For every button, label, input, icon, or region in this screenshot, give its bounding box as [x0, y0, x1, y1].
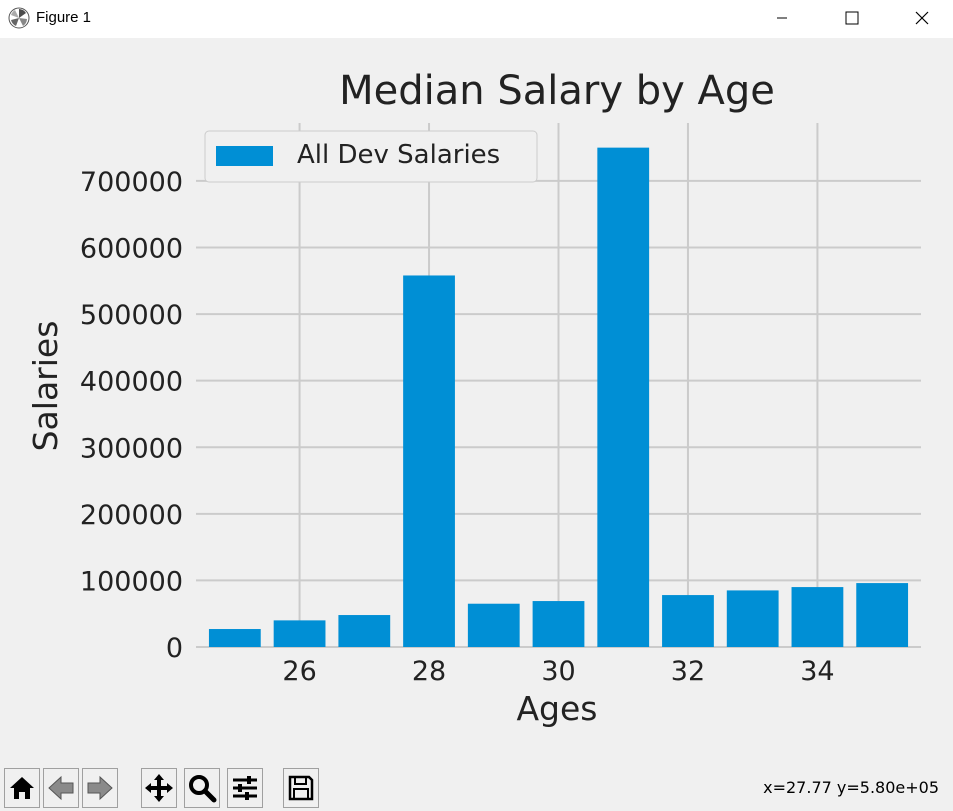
window-title: Figure 1 — [36, 9, 92, 26]
close-button[interactable] — [899, 0, 945, 36]
bar — [597, 147, 650, 647]
home-icon — [10, 777, 34, 799]
tick-labels: 0 100000 200000 300000 400000 500000 600000 700… — [80, 167, 835, 687]
home-button[interactable] — [4, 768, 40, 808]
chart-title: Median Salary by Age — [339, 68, 775, 114]
configure-icon — [233, 776, 257, 800]
y-tick-label: 0 — [166, 633, 183, 664]
pan-icon — [145, 774, 173, 802]
legend: All Dev Salaries — [204, 130, 538, 183]
figure-canvas[interactable]: 0 100000 200000 300000 400000 500000 600000 700… — [0, 38, 953, 764]
legend-label: All Dev Salaries — [297, 140, 500, 170]
bar — [726, 590, 779, 647]
pan-button[interactable] — [141, 768, 177, 808]
minimize-button[interactable] — [759, 0, 805, 36]
x-tick-label: 28 — [412, 656, 446, 687]
x-tick-label: 34 — [800, 656, 834, 687]
y-tick-label: 700000 — [80, 167, 183, 198]
y-tick-label: 400000 — [80, 367, 183, 398]
grid — [196, 123, 921, 648]
y-tick-label: 300000 — [80, 433, 183, 464]
close-icon — [915, 11, 929, 25]
maximize-icon — [845, 11, 859, 25]
legend-swatch — [216, 146, 273, 166]
bar — [532, 601, 585, 647]
bar — [662, 595, 714, 647]
save-icon — [288, 775, 314, 801]
maximize-button[interactable] — [829, 0, 875, 36]
y-tick-label: 600000 — [80, 234, 183, 265]
y-tick-label: 100000 — [80, 566, 183, 597]
bar — [273, 620, 326, 647]
title-bar: Figure 1 — [0, 0, 953, 38]
save-button[interactable] — [283, 768, 319, 808]
bar — [208, 629, 261, 647]
bar — [856, 583, 909, 647]
x-axis-label: Ages — [516, 689, 597, 728]
y-tick-label: 500000 — [80, 300, 183, 331]
y-axis-label: Salaries — [26, 321, 65, 452]
x-tick-label: 32 — [671, 656, 705, 687]
x-tick-label: 26 — [282, 656, 316, 687]
bar — [338, 615, 391, 647]
configure-button[interactable] — [227, 768, 263, 808]
back-icon — [48, 775, 74, 801]
y-tick-label: 200000 — [80, 500, 183, 531]
legend-frame — [204, 130, 538, 183]
bar — [467, 603, 520, 647]
bar-chart: 0 100000 200000 300000 400000 500000 600000 700… — [26, 68, 921, 728]
coordinate-readout: x=27.77 y=5.80e+05 — [763, 778, 939, 797]
x-tick-label: 30 — [541, 656, 575, 687]
back-button[interactable] — [43, 768, 79, 808]
bars — [208, 147, 909, 647]
zoom-icon — [189, 775, 217, 803]
navigation-toolbar: x=27.77 y=5.80e+05 — [0, 764, 953, 811]
forward-button[interactable] — [82, 768, 118, 808]
forward-icon — [87, 775, 113, 801]
zoom-button[interactable] — [184, 768, 220, 808]
bar — [791, 587, 844, 647]
bar — [403, 275, 455, 647]
matplotlib-logo-icon — [8, 7, 30, 29]
minimize-icon — [777, 17, 787, 19]
